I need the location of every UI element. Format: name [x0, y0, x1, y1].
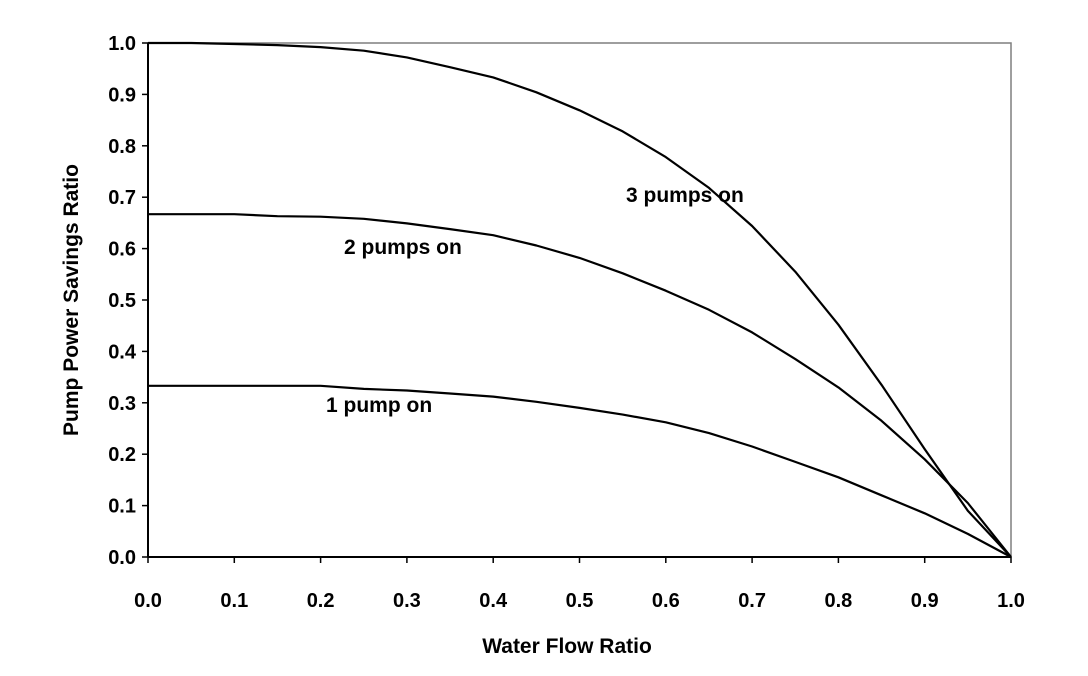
y-tick-label: 0.6 [108, 239, 136, 261]
y-tick-label: 0.4 [108, 341, 137, 363]
plot-area-border [147, 42, 1012, 558]
x-tick-label: 0.3 [393, 590, 421, 612]
series-label-2-pumps: 2 pumps on [344, 236, 462, 259]
y-tick-label: 0.8 [108, 136, 136, 158]
y-tick-label: 0.1 [108, 496, 136, 518]
x-tick-label: 0.5 [566, 590, 594, 612]
y-axis-title: Pump Power Savings Ratio [60, 164, 83, 436]
x-tick-label: 0.0 [134, 590, 162, 612]
y-tick-label: 0.9 [108, 84, 136, 106]
series-line-1 [148, 384, 1012, 558]
series-label-1-pump: 1 pump on [326, 394, 432, 417]
series-line-3 [148, 41, 1012, 558]
y-tick-label: 0.0 [108, 547, 136, 569]
y-tick-label: 0.7 [108, 187, 136, 209]
x-tick-label: 0.4 [479, 590, 508, 612]
series-layer [148, 41, 1012, 558]
series-label-3-pumps: 3 pumps on [626, 184, 744, 207]
y-tick-label: 0.3 [108, 393, 136, 415]
y-tick-label: 0.5 [108, 290, 136, 312]
series-line-2 [148, 213, 1012, 558]
x-tick-label: 0.6 [652, 590, 680, 612]
y-tick-label: 0.2 [108, 444, 136, 466]
x-tick-label: 0.1 [220, 590, 248, 612]
x-tick-label: 1.0 [997, 590, 1025, 612]
x-tick-label: 0.9 [911, 590, 939, 612]
x-tick-label: 0.8 [824, 590, 852, 612]
x-tick-label: 0.7 [738, 590, 766, 612]
y-tick-label: 1.0 [108, 33, 136, 55]
x-tick-label: 0.2 [307, 590, 335, 612]
x-axis-title: Water Flow Ratio [482, 635, 652, 658]
ticks-layer: 0.0 0.1 0.2 0.3 0.4 0.5 0.6 0.7 0.8 0.9 1.0 0.0 0.1 0… [108, 33, 1025, 612]
